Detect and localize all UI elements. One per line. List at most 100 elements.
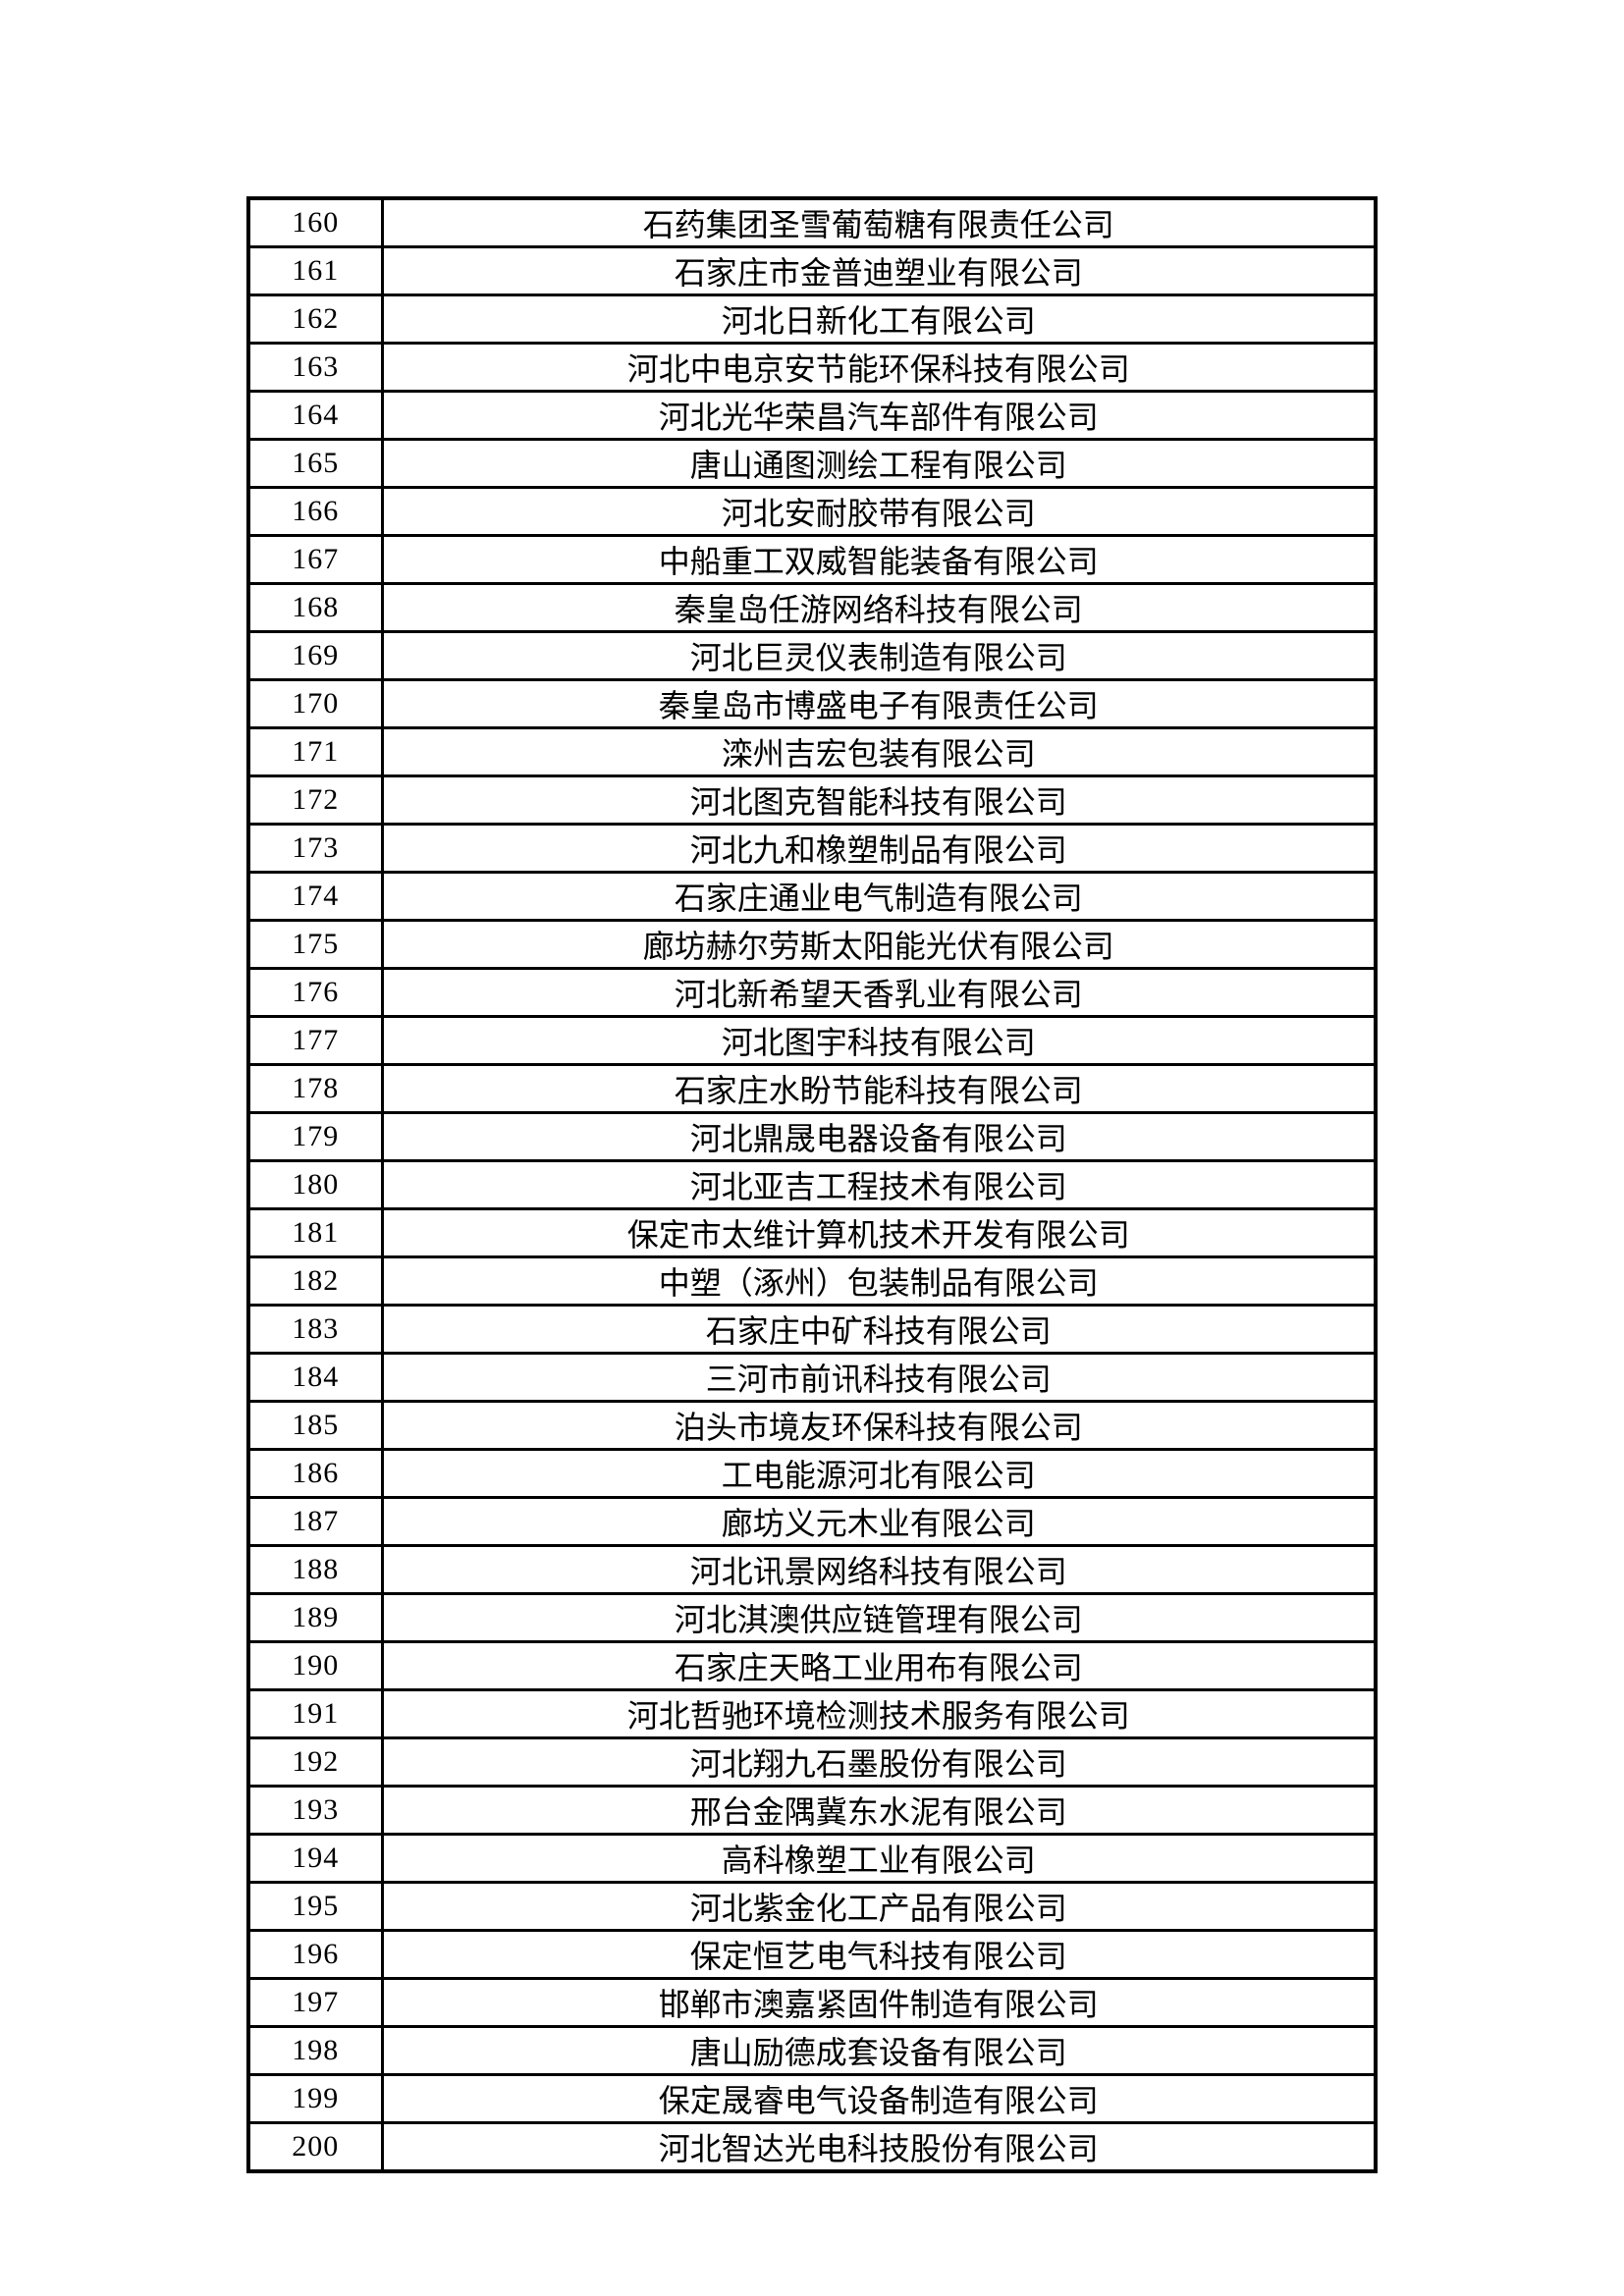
company-name: 河北中电京安节能环保科技有限公司 [380,342,1378,393]
company-name: 河北图宇科技有限公司 [380,1015,1378,1066]
row-number: 190 [246,1640,384,1691]
company-name: 廊坊义元木业有限公司 [380,1496,1378,1547]
company-name: 工电能源河北有限公司 [380,1448,1378,1499]
table-row: 162 河北日新化工有限公司 [246,294,1378,345]
table-row: 191 河北哲驰环境检测技术服务有限公司 [246,1688,1378,1739]
company-name: 河北日新化工有限公司 [380,294,1378,345]
table-row: 196 保定恒艺电气科技有限公司 [246,1929,1378,1980]
company-name: 廊坊赫尔劳斯太阳能光伏有限公司 [380,919,1378,970]
table-row: 172 河北图克智能科技有限公司 [246,774,1378,826]
row-number: 168 [246,582,384,633]
table-row: 173 河北九和橡塑制品有限公司 [246,823,1378,874]
table-row: 176 河北新希望天香乳业有限公司 [246,967,1378,1018]
company-name: 河北巨灵仪表制造有限公司 [380,630,1378,681]
row-number: 195 [246,1881,384,1932]
row-number: 170 [246,678,384,729]
company-name: 石家庄水盼节能科技有限公司 [380,1063,1378,1114]
table-row: 199 保定晟睿电气设备制造有限公司 [246,2073,1378,2124]
company-name: 河北亚吉工程技术有限公司 [380,1159,1378,1210]
company-name: 唐山励德成套设备有限公司 [380,2025,1378,2076]
row-number: 197 [246,1977,384,2028]
company-name: 三河市前讯科技有限公司 [380,1352,1378,1403]
company-name: 泊头市境友环保科技有限公司 [380,1400,1378,1451]
row-number: 196 [246,1929,384,1980]
row-number: 178 [246,1063,384,1114]
row-number: 185 [246,1400,384,1451]
company-name: 唐山通图测绘工程有限公司 [380,438,1378,489]
table-row: 169 河北巨灵仪表制造有限公司 [246,630,1378,681]
table-row: 190 石家庄天略工业用布有限公司 [246,1640,1378,1691]
row-number: 191 [246,1688,384,1739]
company-name: 石家庄通业电气制造有限公司 [380,871,1378,922]
row-number: 161 [246,245,384,296]
table-row: 178 石家庄水盼节能科技有限公司 [246,1063,1378,1114]
row-number: 162 [246,294,384,345]
table-row: 170 秦皇岛市博盛电子有限责任公司 [246,678,1378,729]
row-number: 175 [246,919,384,970]
table-row: 183 石家庄中矿科技有限公司 [246,1304,1378,1355]
row-number: 198 [246,2025,384,2076]
table-row: 194 高科橡塑工业有限公司 [246,1833,1378,1884]
table-row: 168 秦皇岛任游网络科技有限公司 [246,582,1378,633]
row-number: 177 [246,1015,384,1066]
row-number: 199 [246,2073,384,2124]
company-name: 河北智达光电科技股份有限公司 [380,2121,1378,2173]
company-name: 石家庄市金普迪塑业有限公司 [380,245,1378,296]
company-name: 保定市太维计算机技术开发有限公司 [380,1207,1378,1258]
table-row: 187 廊坊义元木业有限公司 [246,1496,1378,1547]
table-row: 174 石家庄通业电气制造有限公司 [246,871,1378,922]
company-name: 高科橡塑工业有限公司 [380,1833,1378,1884]
table-row: 164 河北光华荣昌汽车部件有限公司 [246,390,1378,441]
company-name: 邯郸市澳嘉紧固件制造有限公司 [380,1977,1378,2028]
table-row: 163 河北中电京安节能环保科技有限公司 [246,342,1378,393]
table-row: 192 河北翔九石墨股份有限公司 [246,1736,1378,1788]
company-name: 滦州吉宏包装有限公司 [380,726,1378,777]
row-number: 169 [246,630,384,681]
table-row: 189 河北淇澳供应链管理有限公司 [246,1592,1378,1643]
company-name: 河北紫金化工产品有限公司 [380,1881,1378,1932]
row-number: 200 [246,2121,384,2173]
row-number: 164 [246,390,384,441]
row-number: 183 [246,1304,384,1355]
company-name: 邢台金隅冀东水泥有限公司 [380,1785,1378,1836]
table-row: 185 泊头市境友环保科技有限公司 [246,1400,1378,1451]
table-row: 160 石药集团圣雪葡萄糖有限责任公司 [246,196,1378,248]
row-number: 163 [246,342,384,393]
company-table-body: 160 石药集团圣雪葡萄糖有限责任公司 161 石家庄市金普迪塑业有限公司 16… [246,196,1378,2173]
company-name: 河北淇澳供应链管理有限公司 [380,1592,1378,1643]
row-number: 173 [246,823,384,874]
row-number: 160 [246,196,384,248]
table-row: 198 唐山励德成套设备有限公司 [246,2025,1378,2076]
company-name: 中塑（涿州）包装制品有限公司 [380,1255,1378,1307]
company-name: 河北新希望天香乳业有限公司 [380,967,1378,1018]
table-row: 175 廊坊赫尔劳斯太阳能光伏有限公司 [246,919,1378,970]
table-row: 181 保定市太维计算机技术开发有限公司 [246,1207,1378,1258]
table-row: 165 唐山通图测绘工程有限公司 [246,438,1378,489]
table-row: 188 河北讯景网络科技有限公司 [246,1544,1378,1595]
row-number: 189 [246,1592,384,1643]
company-name: 秦皇岛市博盛电子有限责任公司 [380,678,1378,729]
company-name: 河北光华荣昌汽车部件有限公司 [380,390,1378,441]
company-name: 石家庄天略工业用布有限公司 [380,1640,1378,1691]
table-row: 200 河北智达光电科技股份有限公司 [246,2121,1378,2173]
company-name: 保定恒艺电气科技有限公司 [380,1929,1378,1980]
table-row: 184 三河市前讯科技有限公司 [246,1352,1378,1403]
company-name: 河北讯景网络科技有限公司 [380,1544,1378,1595]
row-number: 174 [246,871,384,922]
company-name: 河北九和橡塑制品有限公司 [380,823,1378,874]
row-number: 192 [246,1736,384,1788]
company-name: 秦皇岛任游网络科技有限公司 [380,582,1378,633]
table-row: 195 河北紫金化工产品有限公司 [246,1881,1378,1932]
company-name: 河北安耐胶带有限公司 [380,486,1378,537]
row-number: 167 [246,534,384,585]
row-number: 182 [246,1255,384,1307]
table-row: 197 邯郸市澳嘉紧固件制造有限公司 [246,1977,1378,2028]
table-row: 179 河北鼎晟电器设备有限公司 [246,1111,1378,1162]
company-name: 中船重工双威智能装备有限公司 [380,534,1378,585]
table-row: 182 中塑（涿州）包装制品有限公司 [246,1255,1378,1307]
row-number: 179 [246,1111,384,1162]
row-number: 184 [246,1352,384,1403]
row-number: 187 [246,1496,384,1547]
table-row: 167 中船重工双威智能装备有限公司 [246,534,1378,585]
